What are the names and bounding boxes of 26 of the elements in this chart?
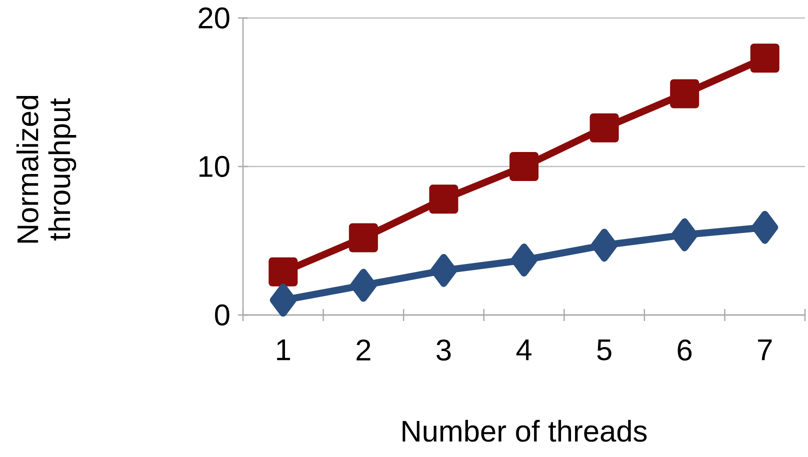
x-tick-label: 2 [356,340,370,360]
point [510,152,539,181]
point [268,257,298,286]
point [750,44,780,73]
y-axis-title: Normalized throughput [16,96,76,243]
x-axis-title: Number of threads [402,420,647,442]
point [510,244,538,277]
y-tick-label: 20 [198,7,230,29]
point [671,218,698,252]
point [590,113,619,142]
x-tick-label: 1 [277,340,290,360]
point [752,210,778,244]
x-tick-label: 4 [516,340,532,360]
point [350,268,377,302]
y-tick-label: 0 [215,304,230,326]
point [591,228,618,262]
y-tick-label: 10 [200,156,230,178]
point [429,184,458,214]
x-tick-label: 6 [678,340,692,361]
point [270,284,296,317]
point [670,79,700,108]
x-tick-label: 3 [436,340,451,361]
point [430,254,457,287]
point [348,223,378,252]
x-tick-label: 7 [758,340,772,360]
x-tick-label: 5 [597,340,612,360]
